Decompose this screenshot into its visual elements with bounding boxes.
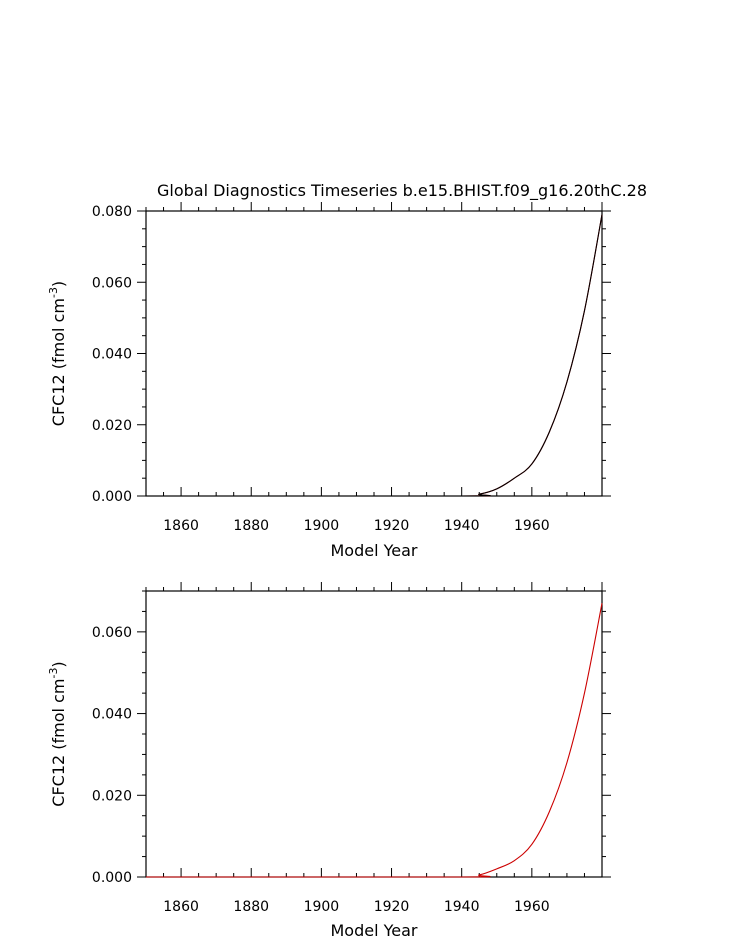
- x-tick-label: 1900: [304, 518, 340, 534]
- y-tick-label: 0.080: [92, 204, 132, 220]
- y-tick-label: 0.060: [92, 275, 132, 291]
- x-tick-label: 1860: [163, 899, 199, 915]
- x-tick-label: 1860: [163, 518, 199, 534]
- series-line-1: [146, 214, 603, 497]
- y-tick-label: 0.060: [92, 625, 132, 641]
- chart-top: Global Diagnostics Timeseries b.e15.BHIS…: [47, 181, 647, 560]
- y-tick-label: 0.000: [92, 870, 132, 886]
- y-axis-label: CFC12 (fmol cm-3): [47, 661, 68, 806]
- y-axis-label: CFC12 (fmol cm-3): [47, 281, 68, 426]
- y-tick-label: 0.040: [92, 707, 132, 723]
- plot-frame: [145, 210, 603, 497]
- y-axis-label-close: ): [49, 661, 68, 667]
- x-tick-label: 1960: [514, 518, 550, 534]
- y-axis-label-text: CFC12 (fmol cm: [49, 298, 68, 426]
- x-tick-label: 1920: [374, 518, 410, 534]
- y-axis-label-close: ): [49, 281, 68, 287]
- chart-bottom: 1860 1880 1900 1920 1940 1960 0.000 0.020 0.040 0…: [47, 582, 611, 940]
- x-tick-label: 1880: [233, 518, 269, 534]
- y-axis-label-superscript: -3: [47, 287, 60, 298]
- y-tick-label: 0.040: [92, 347, 132, 363]
- series-line-0: [145, 603, 603, 878]
- series-line-0: [146, 214, 603, 497]
- y-tick-label: 0.020: [92, 418, 132, 434]
- x-tick-label: 1940: [444, 518, 480, 534]
- x-axis-label: Model Year: [331, 921, 418, 940]
- chart-title: Global Diagnostics Timeseries b.e15.BHIS…: [157, 181, 647, 201]
- x-tick-label: 1920: [374, 899, 410, 915]
- y-axis-label-superscript: -3: [47, 668, 60, 679]
- x-tick-label: 1880: [233, 899, 269, 915]
- x-axis-label: Model Year: [331, 541, 418, 560]
- x-tick-label: 1940: [444, 899, 480, 915]
- y-tick-label: 0.000: [92, 489, 132, 505]
- x-tick-label: 1900: [304, 899, 340, 915]
- y-tick-label: 0.020: [92, 788, 132, 804]
- plot-frame: [145, 590, 603, 878]
- y-axis-label-text: CFC12 (fmol cm: [49, 679, 68, 807]
- x-tick-label: 1960: [514, 899, 550, 915]
